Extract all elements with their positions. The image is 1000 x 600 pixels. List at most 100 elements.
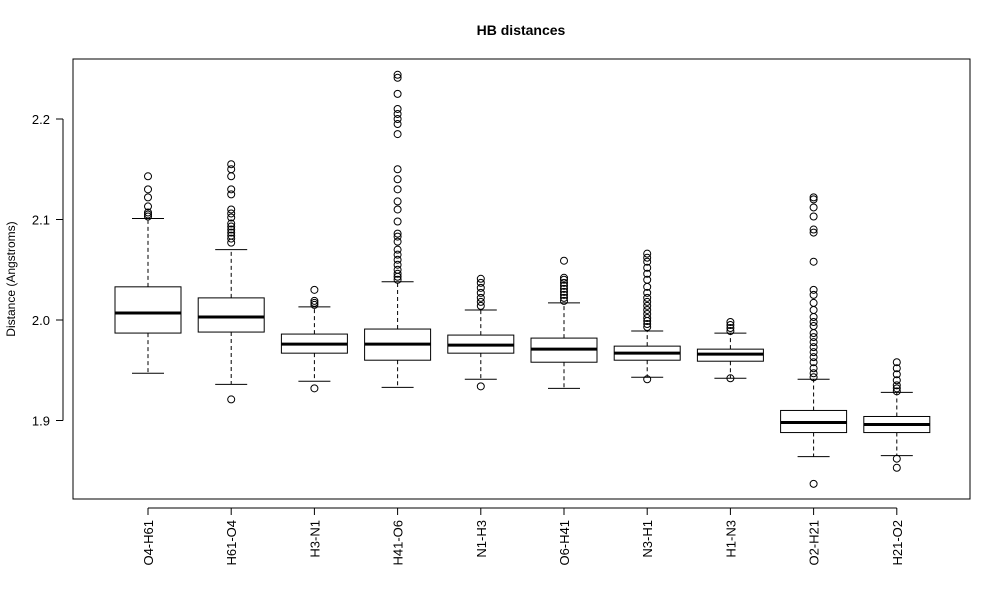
outlier-point — [560, 256, 568, 265]
outlier-point — [809, 257, 818, 266]
outlier-point — [393, 229, 402, 238]
outlier-point — [809, 312, 818, 321]
x-tick-label: O2-H21 — [807, 520, 822, 566]
outlier-point — [643, 257, 652, 266]
outlier-point — [227, 222, 236, 231]
outlier-point — [310, 296, 319, 305]
outlier-point — [643, 263, 652, 272]
outlier-point — [144, 210, 152, 219]
outlier-point — [809, 348, 818, 357]
outlier-point — [393, 250, 402, 259]
y-tick-label: 2.1 — [32, 213, 50, 228]
chart-title: HB distances — [477, 22, 566, 38]
outlier-point — [476, 301, 485, 310]
outlier-point — [643, 269, 652, 278]
box-o6-h41 — [530, 256, 598, 389]
outlier-point — [809, 338, 818, 347]
outlier-point — [227, 213, 236, 222]
outlier-point — [227, 234, 236, 243]
outlier-point — [643, 375, 652, 384]
outlier-point — [809, 479, 818, 488]
x-tick-label: H61-O4 — [224, 520, 239, 566]
outlier-point — [476, 274, 485, 283]
outlier-point — [643, 309, 652, 318]
outlier-point — [393, 255, 402, 264]
outlier-point — [643, 297, 652, 306]
box-h41-o6 — [364, 70, 432, 388]
box-h3-n1 — [280, 285, 348, 393]
outlier-point — [560, 278, 568, 287]
outlier-point — [393, 70, 402, 79]
outlier-point — [393, 260, 402, 269]
x-tick-label: H3-N1 — [307, 520, 322, 558]
outlier-point — [892, 454, 901, 463]
x-tick-label: N3-H1 — [640, 520, 655, 558]
outlier-point — [643, 253, 652, 262]
outlier-point — [393, 73, 402, 82]
box-o2-h21 — [780, 193, 848, 488]
outlier-point — [144, 202, 152, 211]
outlier-point — [227, 219, 236, 228]
outlier-point — [809, 333, 818, 342]
outlier-point — [144, 193, 152, 202]
outlier-point — [310, 285, 319, 294]
outlier-point — [809, 225, 818, 234]
outlier-point — [393, 217, 402, 226]
outlier-point — [809, 329, 818, 338]
outlier-point — [560, 296, 568, 305]
outlier-point — [892, 381, 901, 390]
outlier-point — [643, 323, 652, 332]
outlier-point — [643, 313, 652, 322]
outlier-point — [560, 273, 568, 282]
outlier-point — [726, 318, 735, 327]
outlier-point — [227, 160, 236, 169]
outlier-point — [393, 130, 402, 139]
outlier-point — [726, 374, 735, 383]
plot-frame — [72, 58, 971, 500]
outlier-point — [643, 305, 652, 314]
outlier-point — [892, 376, 901, 385]
outlier-point — [809, 305, 818, 314]
outlier-point — [476, 283, 485, 292]
outlier-point — [809, 358, 818, 367]
outlier-point — [809, 193, 818, 202]
outlier-point — [393, 104, 402, 113]
outlier-point — [393, 175, 402, 184]
outlier-point — [809, 203, 818, 212]
outlier-point — [227, 172, 236, 181]
outlier-point — [643, 320, 652, 329]
x-tick-label: H1-N3 — [723, 520, 738, 558]
outlier-point — [310, 384, 319, 393]
outlier-point — [144, 212, 152, 221]
outlier-point — [809, 373, 818, 382]
outlier-point — [393, 265, 402, 274]
outlier-point — [227, 190, 236, 199]
outlier-point — [393, 109, 402, 118]
outlier-point — [227, 209, 236, 218]
outlier-point — [643, 301, 652, 310]
outlier-point — [809, 298, 818, 307]
outlier-point — [227, 231, 236, 240]
box-h21-o2 — [863, 358, 931, 472]
x-tick-label: O6-H41 — [557, 520, 572, 566]
y-tick-label: 2.2 — [32, 112, 50, 127]
outlier-point — [476, 288, 485, 297]
outlier-point — [809, 353, 818, 362]
outlier-point — [310, 300, 319, 309]
outlier-point — [476, 293, 485, 302]
x-tick-label: H41-O6 — [391, 520, 406, 566]
outlier-point — [227, 395, 236, 404]
outlier-point — [809, 285, 818, 294]
outlier-point — [310, 298, 319, 307]
outlier-point — [726, 324, 735, 333]
outlier-point — [144, 185, 152, 194]
outlier-point — [393, 275, 402, 284]
outlier-point — [393, 197, 402, 206]
outlier-point — [726, 327, 735, 336]
outlier-point — [393, 245, 402, 254]
y-axis: 1.9 2.0 2.1 2.2 — [32, 112, 64, 429]
outlier-point — [393, 205, 402, 214]
outlier-point — [892, 364, 901, 373]
outlier-point — [476, 382, 485, 391]
box-n1-h3 — [447, 274, 515, 391]
